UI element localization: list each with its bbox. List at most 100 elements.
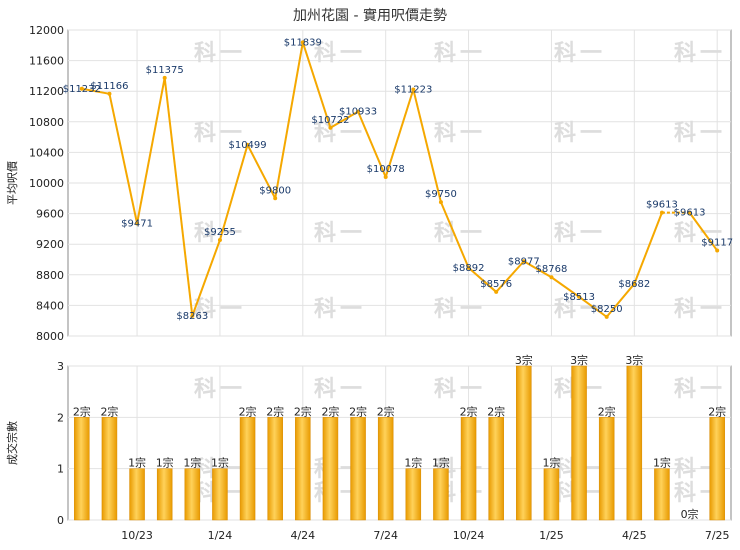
price-point bbox=[79, 86, 84, 91]
y-tick-label: 9600 bbox=[36, 208, 64, 221]
price-data-label: $10078 bbox=[367, 164, 405, 175]
y-tick-label: 3 bbox=[57, 360, 64, 373]
price-line-segment bbox=[440, 201, 470, 269]
volume-data-label: 0宗 bbox=[681, 507, 699, 521]
volume-bar bbox=[460, 417, 477, 521]
price-point bbox=[328, 125, 333, 130]
price-data-label: $10722 bbox=[311, 115, 349, 126]
volume-data-label: 2宗 bbox=[266, 404, 284, 418]
price-point bbox=[411, 87, 416, 92]
price-line-segment bbox=[633, 212, 663, 285]
plot-frame bbox=[67, 365, 732, 521]
price-panel: 8000 8400 8800 9200 9600 10000 10400 10800 11200… bbox=[29, 24, 733, 343]
price-data-label: $9613 bbox=[646, 200, 678, 211]
volume-data-label: 1宗 bbox=[183, 456, 201, 470]
watermark: 科一 bbox=[194, 121, 246, 146]
price-data-label: $8977 bbox=[508, 256, 540, 267]
price-point bbox=[632, 281, 637, 286]
price-line-segment bbox=[191, 239, 221, 317]
price-data-label: $8263 bbox=[176, 311, 208, 322]
price-point bbox=[107, 91, 112, 96]
price-point bbox=[245, 142, 250, 147]
price-line-segment bbox=[384, 89, 415, 178]
price-data-label: $10933 bbox=[339, 107, 377, 118]
volume-bar bbox=[267, 417, 283, 521]
watermark: 科一 bbox=[434, 297, 486, 322]
watermark: 科一 bbox=[434, 121, 486, 146]
price-line-segment bbox=[467, 267, 497, 293]
volume-data-label: 1宗 bbox=[211, 456, 229, 470]
volume-bar bbox=[212, 468, 228, 521]
x-tick-label: 1/25 bbox=[539, 529, 564, 542]
volume-data-label: 1宗 bbox=[404, 456, 422, 470]
price-line-segment bbox=[218, 144, 249, 241]
price-data-label: $11223 bbox=[394, 84, 432, 95]
volume-bar bbox=[350, 417, 366, 521]
price-line-segment bbox=[81, 87, 110, 95]
watermark: 科一 bbox=[314, 41, 366, 66]
volume-bar bbox=[543, 468, 560, 521]
y-tick-label: 2 bbox=[57, 411, 64, 424]
volume-y-axis-label: 成交宗數 bbox=[5, 421, 19, 465]
price-point bbox=[190, 313, 195, 318]
watermark: 科一 bbox=[194, 41, 246, 66]
volume-data-label: 1宗 bbox=[542, 456, 560, 470]
chart-title: 加州花園 - 實用呎價走勢 bbox=[293, 7, 447, 24]
watermark: 科一 bbox=[314, 377, 366, 402]
price-y-axis-label: 平均呎價 bbox=[5, 161, 19, 205]
volume-data-label: 2宗 bbox=[598, 404, 616, 418]
volume-data-label: 2宗 bbox=[460, 404, 478, 418]
price-point bbox=[659, 210, 664, 215]
volume-data-label: 2宗 bbox=[239, 404, 257, 418]
x-tick-label: 7/25 bbox=[705, 529, 730, 542]
x-tick-label: 4/25 bbox=[622, 529, 647, 542]
y-tick-label: 1 bbox=[57, 463, 64, 476]
volume-data-label: 2宗 bbox=[294, 404, 312, 418]
price-point bbox=[604, 314, 609, 319]
price-data-label: $11232 bbox=[63, 84, 101, 95]
y-tick-label: 8400 bbox=[36, 299, 64, 312]
x-tick-label: 4/24 bbox=[290, 529, 315, 542]
price-line-segment bbox=[605, 283, 636, 318]
price-point bbox=[715, 248, 720, 253]
price-data-label: $8892 bbox=[453, 263, 485, 274]
price-line-segment bbox=[136, 77, 166, 224]
watermark: 科一 bbox=[434, 221, 486, 246]
price-line-segment bbox=[550, 276, 580, 298]
price-point bbox=[466, 265, 471, 270]
volume-data-label: 2宗 bbox=[321, 404, 339, 418]
watermark: 科一 bbox=[314, 221, 366, 246]
price-line-segment bbox=[688, 212, 718, 252]
watermark: 科一 bbox=[434, 377, 486, 402]
price-line-segment bbox=[163, 77, 194, 316]
volume-panel: 0123科一科一科一科一科一科一科一科一科一科一科一科一科一科一科一2宗2宗1宗… bbox=[57, 353, 732, 527]
volume-bar bbox=[405, 468, 422, 521]
price-line-segment bbox=[274, 42, 304, 199]
volume-data-label: 3宗 bbox=[625, 353, 643, 367]
price-data-label: $9800 bbox=[259, 185, 291, 196]
watermark: 科一 bbox=[434, 41, 486, 66]
volume-bar bbox=[322, 417, 339, 521]
price-point bbox=[494, 289, 499, 294]
volume-bar bbox=[571, 365, 587, 521]
price-line-segment bbox=[523, 260, 552, 279]
y-tick-label: 10000 bbox=[29, 177, 64, 190]
price-line-segment bbox=[357, 111, 387, 178]
volume-bar bbox=[129, 468, 145, 521]
volume-bar bbox=[654, 468, 670, 521]
volume-bar bbox=[516, 365, 532, 521]
x-tick-label: 7/24 bbox=[373, 529, 398, 542]
price-point bbox=[521, 259, 526, 264]
volume-data-label: 3宗 bbox=[570, 353, 588, 367]
price-data-label: $9750 bbox=[425, 189, 457, 200]
price-point bbox=[383, 175, 388, 180]
y-tick-label: 0 bbox=[57, 514, 64, 527]
volume-bar bbox=[239, 417, 256, 521]
price-data-label: $11375 bbox=[146, 65, 184, 76]
volume-data-label: 2宗 bbox=[487, 404, 505, 418]
price-line-segment bbox=[301, 42, 332, 129]
x-tick-label: 10/24 bbox=[453, 529, 485, 542]
price-point bbox=[273, 196, 278, 201]
volume-bar bbox=[295, 417, 311, 521]
